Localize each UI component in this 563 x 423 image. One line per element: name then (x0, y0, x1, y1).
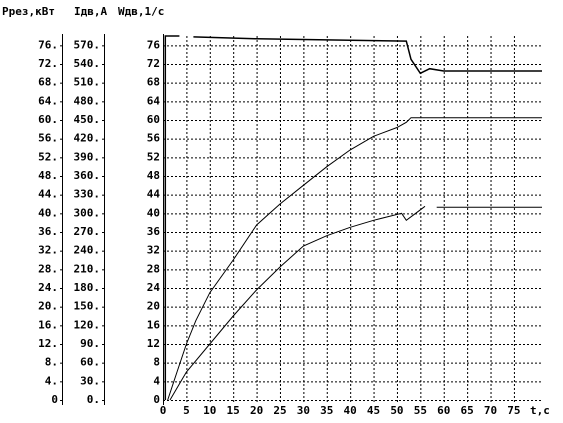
y-tick-label: 480. (74, 94, 101, 107)
y-tick-label: 76 (147, 38, 161, 51)
x-tick-label: 15 (227, 404, 240, 417)
x-tick-label: 50 (390, 404, 403, 417)
y-tick-label: 540. (74, 57, 101, 70)
y-tick-label: 450. (74, 113, 101, 126)
y-tick-label: 40. (38, 206, 58, 219)
y-tick-label: 32 (147, 244, 160, 257)
y-tick-label: 48. (38, 169, 58, 182)
x-tick-label: 5 (183, 404, 190, 417)
y-tick-label: 20 (147, 300, 160, 313)
y-tick-label: 24 (147, 281, 161, 294)
y-tick-label: 56 (147, 132, 161, 145)
y-tick-label: 4. (45, 374, 58, 387)
y-tick-label: 52 (147, 150, 160, 163)
y-tick-label: 64 (147, 94, 161, 107)
axis-title: Pрез,кВт (2, 5, 55, 18)
y-tick-label: 120. (74, 318, 101, 331)
y-tick-label: 8 (153, 356, 160, 369)
x-tick-label: 10 (203, 404, 216, 417)
y-tick-label: 68 (147, 76, 160, 89)
y-tick-label: 20. (38, 300, 58, 313)
y-tick-label: 12. (38, 337, 58, 350)
y-tick-label: 210. (74, 262, 101, 275)
y-tick-label: 36. (38, 225, 58, 238)
x-tick-label: 40 (344, 404, 357, 417)
y-tick-label: 0 (153, 393, 160, 406)
y-tick-label: 360. (74, 169, 101, 182)
y-tick-label: 76. (38, 38, 58, 51)
data-line (164, 35, 542, 400)
y-tick-label: 44 (147, 188, 161, 201)
y-tick-label: 28 (147, 262, 160, 275)
y-tick-label: 56. (38, 132, 58, 145)
y-tick-label: 32. (38, 244, 58, 257)
y-tick-label: 150. (74, 300, 101, 313)
y-tick-label: 60. (80, 356, 100, 369)
data-line (169, 205, 542, 401)
y-tick-label: 270. (74, 225, 101, 238)
x-tick-label: 75 (507, 404, 520, 417)
y-tick-label: 28. (38, 262, 58, 275)
y-tick-label: 300. (74, 206, 101, 219)
x-axis-title: t,c (530, 404, 550, 417)
y-tick-label: 90. (80, 337, 100, 350)
y-tick-label: 0. (87, 393, 100, 406)
y-tick-label: 12 (147, 337, 160, 350)
y-tick-label: 72. (38, 57, 58, 70)
y-tick-label: 60. (38, 113, 58, 126)
y-tick-label: 240. (74, 244, 101, 257)
y-tick-label: 420. (74, 132, 101, 145)
axis-title: Iдв,А (74, 5, 107, 18)
y-tick-label: 8. (45, 356, 58, 369)
y-tick-label: 24. (38, 281, 58, 294)
y-tick-label: 64. (38, 94, 58, 107)
x-tick-label: 35 (320, 404, 333, 417)
y-tick-label: 570. (74, 38, 101, 51)
y-tick-label: 52. (38, 150, 58, 163)
y-tick-label: 36 (147, 225, 161, 238)
y-tick-label: 0 (51, 393, 58, 406)
y-tick-label: 44. (38, 188, 58, 201)
y-tick-label: 60 (147, 113, 160, 126)
x-tick-label: 65 (461, 404, 474, 417)
y-tick-label: 72 (147, 57, 160, 70)
y-tick-label: 180. (74, 281, 101, 294)
x-tick-label: 25 (273, 404, 286, 417)
x-tick-label: 20 (250, 404, 263, 417)
y-tick-label: 48 (147, 169, 160, 182)
x-tick-label: 60 (437, 404, 450, 417)
y-tick-label: 510. (74, 76, 101, 89)
y-tick-label: 16 (147, 318, 161, 331)
y-tick-label: 330. (74, 188, 101, 201)
y-tick-label: 68. (38, 76, 58, 89)
x-tick-label: 70 (484, 404, 497, 417)
x-tick-label: 55 (414, 404, 427, 417)
data-line (167, 117, 542, 401)
axis-title: Wдв,1/с (118, 5, 164, 18)
y-tick-label: 4 (153, 374, 160, 387)
x-tick-label: 45 (367, 404, 380, 417)
y-tick-label: 30. (80, 374, 100, 387)
y-tick-label: 16. (38, 318, 58, 331)
y-tick-label: 40 (147, 206, 160, 219)
x-tick-label: 30 (297, 404, 310, 417)
y-tick-label: 390. (74, 150, 101, 163)
x-tick-label: 0 (160, 404, 167, 417)
